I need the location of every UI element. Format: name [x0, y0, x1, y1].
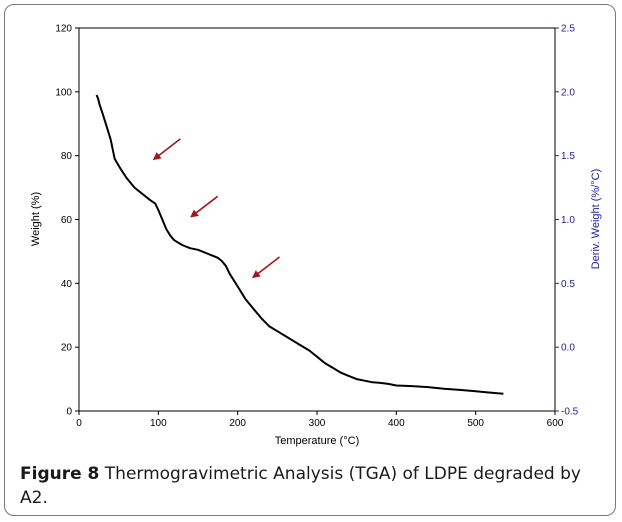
y-tick-label: 120: [55, 24, 72, 35]
y-tick-label: 80: [61, 151, 73, 162]
x-tick-label: 100: [150, 418, 167, 429]
figure-caption-text: Thermogravimetric Analysis (TGA) of LDPE…: [20, 464, 581, 508]
x-axis-ticks: 0 100 200 300 400 500 600: [76, 411, 564, 429]
y2-tick-label: 1.5: [561, 151, 575, 162]
plot-area: [78, 27, 556, 412]
x-axis-label: Temperature (°C): [275, 435, 359, 447]
y2-tick-label: 2.5: [561, 24, 575, 35]
y-tick-label: 20: [61, 343, 73, 354]
annotation-arrows: [152, 138, 281, 279]
figure-caption: Figure 8 Thermogravimetric Analysis (TGA…: [20, 462, 610, 510]
left-axis-ticks: 0 20 40 60 80 100 120: [55, 24, 79, 418]
y2-axis-label: Deriv. Weight (%/°C): [590, 169, 602, 270]
y2-tick-label: 0.0: [561, 343, 575, 354]
y2-tick-label: -0.5: [561, 407, 579, 418]
x-tick-label: 300: [309, 418, 326, 429]
annotation-arrow: [152, 138, 181, 161]
y-axis-label: Weight (%): [30, 192, 42, 246]
x-tick-label: 0: [76, 418, 82, 429]
figure-label: Figure 8: [20, 464, 100, 484]
y2-tick-label: 0.5: [561, 279, 575, 290]
y-tick-label: 0: [66, 407, 72, 418]
y-tick-label: 60: [61, 215, 73, 226]
weight-curve: [95, 94, 504, 395]
x-tick-label: 200: [229, 418, 246, 429]
annotation-arrow: [190, 195, 219, 218]
x-tick-label: 600: [547, 418, 564, 429]
y-tick-label: 100: [55, 87, 72, 98]
y-tick-label: 40: [61, 279, 73, 290]
y2-tick-label: 1.0: [561, 215, 575, 226]
right-axis-ticks: -0.5 0.0 0.5 1.0 1.5 2.0 2.5: [555, 24, 579, 418]
y2-tick-label: 2.0: [561, 87, 575, 98]
figure-frame: [4, 4, 616, 516]
annotation-arrow: [251, 256, 281, 279]
x-tick-label: 500: [467, 418, 484, 429]
x-tick-label: 400: [388, 418, 405, 429]
